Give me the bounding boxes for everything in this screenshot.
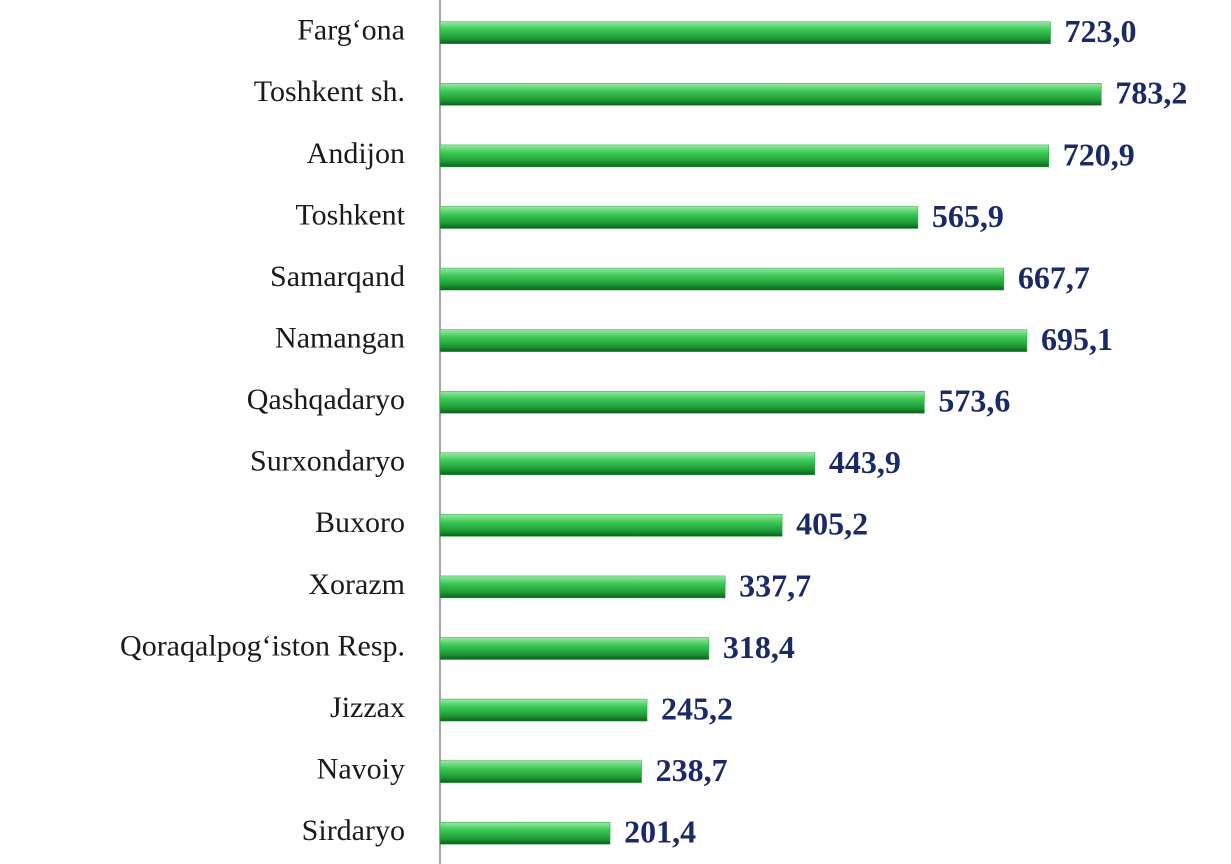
bar [439, 21, 1051, 45]
value-label: 565,9 [932, 198, 1004, 234]
category-label: Qoraqalpog‘iston Resp. [120, 629, 405, 662]
bar [439, 452, 816, 476]
category-label: Sirdaryo [302, 814, 405, 847]
bar [439, 206, 919, 229]
value-label: 573,6 [938, 383, 1010, 419]
bar [439, 760, 642, 783]
value-label: 443,9 [829, 444, 901, 480]
bar [439, 575, 726, 599]
category-label: Namangan [275, 322, 405, 355]
bar [439, 698, 648, 722]
category-label: Toshkent [295, 198, 405, 231]
category-label: Farg‘ona [297, 14, 405, 47]
bar [439, 821, 611, 845]
value-label: 238,7 [656, 752, 728, 788]
bar [439, 144, 1050, 168]
value-label: 245,2 [661, 690, 733, 726]
category-label: Jizzax [330, 691, 405, 724]
value-label: 723,0 [1065, 13, 1137, 49]
value-label: 720,9 [1063, 136, 1135, 172]
value-label: 405,2 [796, 506, 868, 542]
bar [439, 267, 1005, 291]
bar [439, 637, 710, 660]
category-label: Toshkent sh. [254, 75, 405, 108]
bar [439, 514, 783, 537]
category-label: Buxoro [315, 506, 405, 539]
bar [439, 329, 1028, 352]
category-label: Samarqand [270, 260, 405, 293]
category-label: Qashqadaryo [247, 383, 405, 416]
value-label: 337,7 [739, 567, 811, 603]
bar [439, 390, 925, 414]
bar [439, 83, 1102, 106]
value-label: 783,2 [1115, 75, 1187, 111]
category-label: Andijon [307, 137, 405, 170]
value-label: 667,7 [1018, 259, 1090, 295]
category-label: Xorazm [308, 568, 405, 601]
value-label: 201,4 [624, 814, 696, 850]
value-label: 695,1 [1041, 321, 1113, 357]
value-label: 318,4 [723, 629, 795, 665]
category-label: Surxondaryo [250, 445, 405, 478]
category-label: Navoiy [317, 753, 405, 786]
